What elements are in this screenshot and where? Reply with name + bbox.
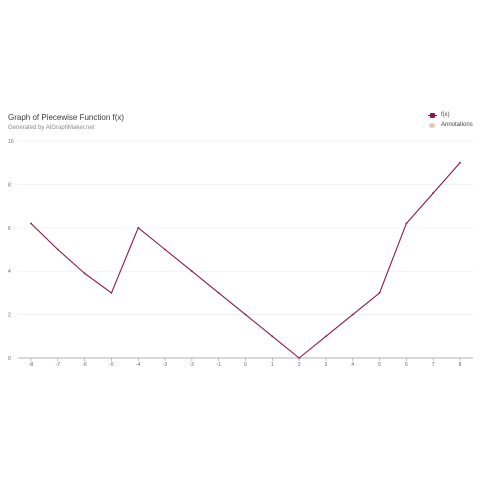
legend-item-fx[interactable]: f(x): [428, 110, 473, 120]
y-tick-label: 0: [8, 356, 11, 362]
x-tick-label: 3: [325, 362, 328, 368]
x-tick-label: -1: [216, 362, 221, 368]
data-point: [378, 292, 381, 294]
data-point: [459, 161, 461, 164]
data-point: [325, 335, 327, 338]
legend-item-annotations[interactable]: Annotations: [428, 120, 473, 130]
x-tick-label: -6: [82, 362, 87, 368]
y-tick-label: 10: [8, 139, 14, 145]
y-tick-label: 4: [8, 269, 11, 275]
x-tick-label: 8: [459, 362, 462, 368]
x-tick-label: -8: [29, 362, 34, 368]
x-tick-label: -3: [163, 362, 168, 368]
x-tick-label: 5: [378, 362, 381, 368]
data-point: [298, 357, 301, 359]
legend-swatch-fx: [428, 112, 437, 118]
data-point: [83, 272, 86, 275]
data-point: [56, 248, 59, 251]
x-tick-label: -4: [136, 362, 141, 368]
chart-title: Graph of Piecewise Function f(x): [8, 113, 125, 122]
y-tick-label: 8: [8, 182, 11, 188]
x-tick-label: 4: [351, 362, 354, 368]
x-tick-label: 1: [271, 362, 274, 368]
x-tick-label: 0: [244, 362, 247, 368]
x-tick-label: -7: [56, 362, 61, 368]
x-tick-label: 2: [298, 362, 301, 368]
x-tick-label: -5: [109, 362, 114, 368]
x-tick-label: -2: [190, 362, 195, 368]
series-line-fx: [30, 162, 461, 359]
legend-swatch-annotations: [428, 122, 437, 128]
chart-legend: f(x) Annotations: [428, 110, 473, 130]
data-point: [217, 292, 220, 294]
data-point: [164, 248, 166, 251]
chart-subtitle: Generated by AIGraphMaker.net: [8, 125, 95, 131]
y-tick-label: 2: [8, 313, 11, 319]
legend-label-fx: f(x): [441, 112, 450, 118]
data-point: [271, 335, 274, 338]
y-tick-label: 6: [8, 226, 11, 232]
legend-label-annotations: Annotations: [441, 122, 473, 128]
data-point: [351, 313, 354, 316]
data-point: [432, 192, 435, 194]
x-tick-label: 7: [432, 362, 435, 368]
data-point: [244, 313, 247, 316]
x-tick-label: 6: [405, 362, 408, 368]
data-point: [30, 222, 32, 225]
data-point: [137, 226, 140, 229]
data-point: [405, 222, 408, 225]
data-point: [110, 292, 113, 294]
data-point: [190, 270, 193, 273]
